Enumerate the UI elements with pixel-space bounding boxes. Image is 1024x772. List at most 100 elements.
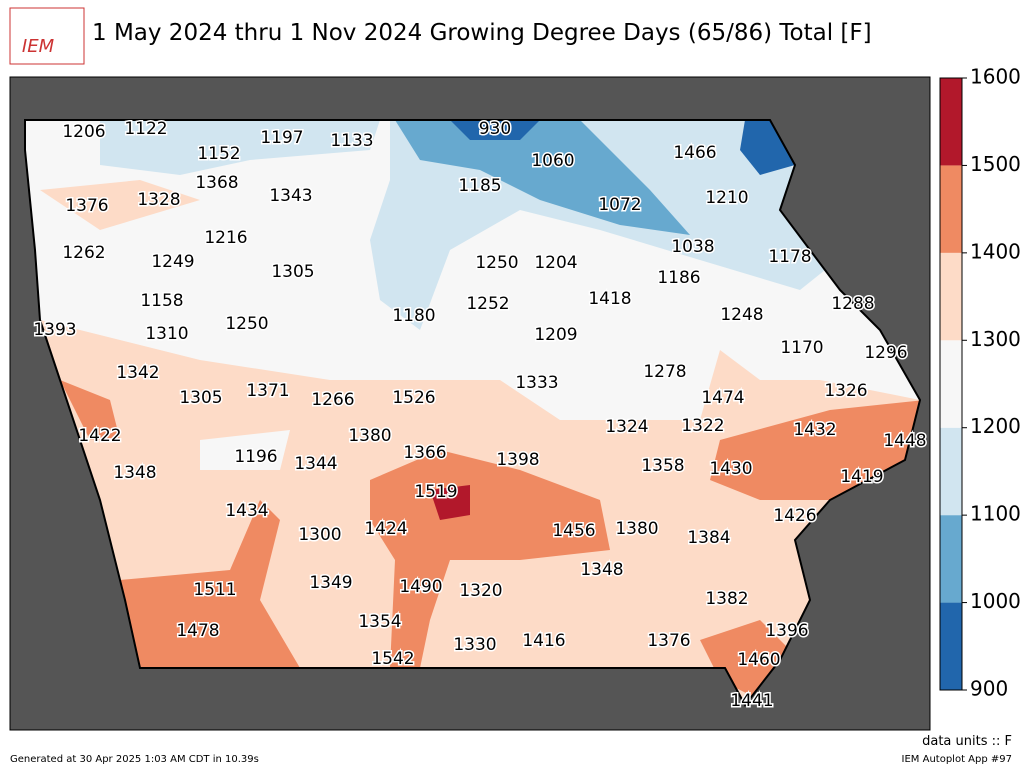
- station-value: 1324: [605, 417, 648, 437]
- station-value: 1038: [671, 237, 714, 257]
- station-value: 1419: [840, 467, 883, 487]
- station-value: 1178: [768, 247, 811, 267]
- station-value: 1060: [531, 151, 574, 171]
- station-value: 1216: [204, 228, 247, 248]
- station-value: 1288: [831, 294, 874, 314]
- station-value: 1342: [116, 363, 159, 383]
- logo-box: [9, 7, 85, 65]
- contour-1100: [100, 120, 380, 175]
- station-value: 1430: [709, 459, 752, 479]
- station-value: 1305: [179, 388, 222, 408]
- station-value: 1248: [720, 305, 763, 325]
- station-value: 1343: [269, 186, 312, 206]
- colorbar-tick-label: 1200: [970, 414, 1021, 438]
- colorbar-tick-label: 1000: [970, 589, 1021, 613]
- colorbar-tick-label: 900: [970, 677, 1008, 701]
- station-value: 1380: [348, 426, 391, 446]
- station-value: 1197: [260, 128, 303, 148]
- colorbar-outline: [939, 77, 963, 691]
- contours: [25, 120, 920, 705]
- station-value: 1416: [522, 631, 565, 651]
- station-value: 1170: [780, 338, 823, 358]
- generated-note: Generated at 30 Apr 2025 1:03 AM CDT in …: [10, 754, 259, 765]
- station-value: 1398: [496, 450, 539, 470]
- station-value: 1072: [598, 195, 641, 215]
- contour-1400: [60, 380, 120, 440]
- station-value: 1185: [458, 176, 501, 196]
- station-value: 1348: [580, 560, 623, 580]
- station-value: 1376: [647, 631, 690, 651]
- colorbar-tick-label: 1300: [970, 327, 1021, 351]
- station-value: 1432: [793, 420, 836, 440]
- station-value: 1305: [271, 262, 314, 282]
- colorbar: 900 1000 1100 1200 1300 1400 1500 1600: [939, 65, 1021, 701]
- colorbar-bin: [940, 78, 962, 166]
- station-value: 1250: [225, 314, 268, 334]
- station-value: 1206: [62, 122, 105, 142]
- station-value: 1448: [883, 431, 926, 451]
- station-value: 1330: [453, 635, 496, 655]
- station-value: 1180: [392, 306, 435, 326]
- station-value: 1384: [687, 528, 730, 548]
- station-value: 1368: [195, 173, 238, 193]
- station-value: 1418: [588, 289, 631, 309]
- station-value: 1296: [864, 343, 907, 363]
- contour-1400: [370, 450, 610, 668]
- station-value: 1542: [371, 649, 414, 669]
- colorbar-tick-label: 1400: [970, 239, 1021, 263]
- station-value: 1354: [358, 612, 401, 632]
- contour-900: [450, 120, 540, 140]
- contour-1400: [120, 500, 300, 668]
- station-value: 1250: [475, 253, 518, 273]
- colorbar-bin: [940, 252, 962, 341]
- station-value: 1322: [681, 416, 724, 436]
- station-value: 1349: [309, 573, 352, 593]
- station-value: 1434: [225, 501, 268, 521]
- station-value: 1310: [145, 324, 188, 344]
- contour-900: [740, 120, 795, 175]
- contour-1500: [430, 485, 470, 520]
- colorbar-bin: [940, 515, 962, 603]
- station-value: 1300: [298, 525, 341, 545]
- station-value: 1393: [33, 320, 76, 340]
- station-value: 1490: [399, 577, 442, 597]
- station-value: 1366: [403, 443, 446, 463]
- station-value: 1382: [705, 589, 748, 609]
- station-value: 1358: [641, 456, 684, 476]
- station-value: 1380: [615, 519, 658, 539]
- station-value: 1376: [65, 196, 108, 216]
- station-value: 1210: [705, 188, 748, 208]
- state-border: [24, 119, 922, 707]
- station-value: 1262: [62, 243, 105, 263]
- station-value: 1466: [673, 143, 716, 163]
- station-value: 1474: [701, 388, 744, 408]
- contour-1000: [395, 120, 690, 235]
- station-value: 1424: [364, 519, 407, 539]
- contour-1300: [40, 180, 200, 230]
- station-value: 1396: [765, 621, 808, 641]
- station-value: 1456: [552, 521, 595, 541]
- station-value: 1326: [824, 381, 867, 401]
- station-value: 1348: [113, 463, 156, 483]
- station-value: 1152: [197, 144, 240, 164]
- title: 1 May 2024 thru 1 Nov 2024 Growing Degre…: [92, 20, 872, 46]
- station-value: 1252: [466, 294, 509, 314]
- station-value: 1328: [137, 190, 180, 210]
- station-value: 1441: [730, 691, 773, 711]
- station-value: 1422: [78, 426, 121, 446]
- station-value: 1371: [246, 381, 289, 401]
- station-value: 1519: [414, 482, 457, 502]
- colorbar-tick-label: 1600: [970, 65, 1021, 89]
- station-value: 1186: [657, 268, 700, 288]
- station-value: 1133: [330, 131, 373, 151]
- colorbar-tick-label: 1100: [970, 502, 1021, 526]
- station-value: 1158: [140, 291, 183, 311]
- units-note: data units :: F: [922, 734, 1012, 749]
- contour-1400: [710, 400, 920, 500]
- colorbar-bin: [940, 602, 962, 690]
- station-value: 1209: [534, 325, 577, 345]
- station-value: 1266: [311, 390, 354, 410]
- station-value: 1478: [176, 621, 219, 641]
- logo: IEM: [22, 36, 55, 57]
